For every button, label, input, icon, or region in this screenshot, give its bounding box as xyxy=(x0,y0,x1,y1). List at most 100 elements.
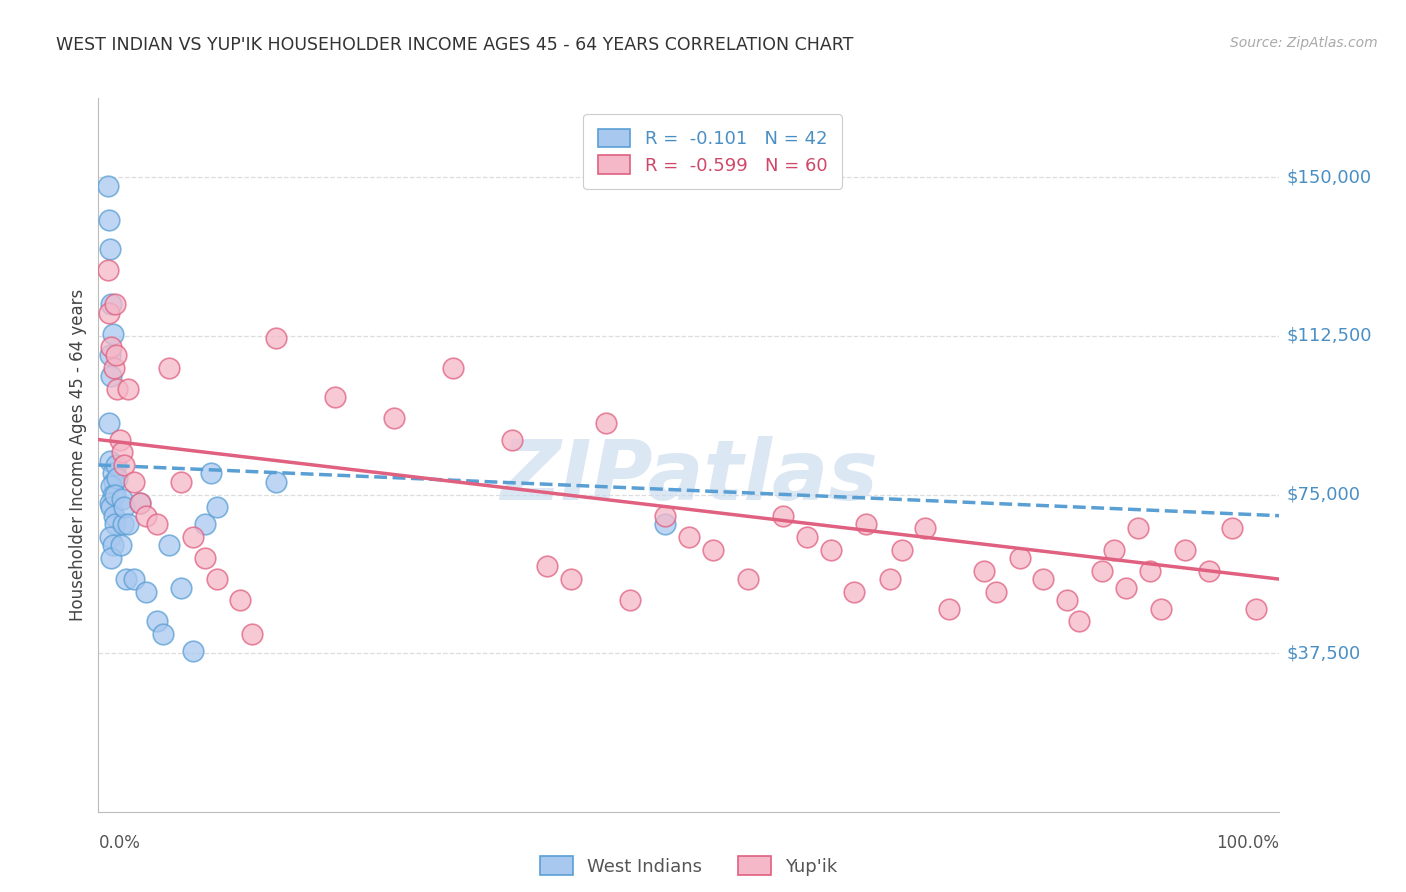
Point xyxy=(98,416,121,430)
Point xyxy=(560,572,582,586)
Point xyxy=(103,475,125,489)
Point xyxy=(100,479,122,493)
Text: $75,000: $75,000 xyxy=(1286,485,1361,504)
Point xyxy=(111,491,134,506)
Point xyxy=(105,470,128,484)
Point xyxy=(1032,572,1054,586)
Point xyxy=(101,487,124,501)
Point xyxy=(1198,564,1220,578)
Point xyxy=(1008,551,1031,566)
Text: WEST INDIAN VS YUP'IK HOUSEHOLDER INCOME AGES 45 - 64 YEARS CORRELATION CHART: WEST INDIAN VS YUP'IK HOUSEHOLDER INCOME… xyxy=(56,36,853,54)
Point xyxy=(1056,593,1078,607)
Point xyxy=(117,517,139,532)
Point xyxy=(135,584,157,599)
Point xyxy=(98,306,121,320)
Text: Source: ZipAtlas.com: Source: ZipAtlas.com xyxy=(1230,36,1378,50)
Point xyxy=(264,475,287,489)
Point xyxy=(112,458,135,472)
Point xyxy=(205,500,228,515)
Point xyxy=(98,242,121,256)
Point xyxy=(105,382,128,396)
Point xyxy=(1244,601,1267,615)
Point xyxy=(240,627,263,641)
Point xyxy=(111,445,134,459)
Point xyxy=(103,360,125,375)
Point xyxy=(101,467,124,481)
Point xyxy=(654,517,676,532)
Point xyxy=(654,508,676,523)
Point xyxy=(194,551,217,566)
Point xyxy=(1126,521,1149,535)
Point xyxy=(984,584,1007,599)
Point xyxy=(117,382,139,396)
Point xyxy=(702,542,724,557)
Point xyxy=(181,530,204,544)
Point xyxy=(737,572,759,586)
Point xyxy=(98,496,121,510)
Point xyxy=(112,517,135,532)
Point xyxy=(97,178,120,193)
Text: $37,500: $37,500 xyxy=(1286,644,1361,662)
Point xyxy=(1091,564,1114,578)
Point xyxy=(1115,581,1137,595)
Point xyxy=(122,572,145,586)
Point xyxy=(595,416,617,430)
Point xyxy=(229,593,252,607)
Point xyxy=(110,538,132,552)
Point xyxy=(1150,601,1173,615)
Point xyxy=(441,360,464,375)
Point xyxy=(98,454,121,468)
Point xyxy=(101,326,124,341)
Point xyxy=(128,496,150,510)
Point xyxy=(122,475,145,489)
Point xyxy=(170,475,193,489)
Point xyxy=(194,517,217,532)
Point xyxy=(152,627,174,641)
Point xyxy=(98,530,121,544)
Point xyxy=(98,348,121,362)
Point xyxy=(104,297,127,311)
Point xyxy=(855,517,877,532)
Point xyxy=(890,542,912,557)
Point xyxy=(157,538,180,552)
Point xyxy=(146,517,169,532)
Point xyxy=(772,508,794,523)
Text: ZIPatlas: ZIPatlas xyxy=(501,436,877,516)
Text: $112,500: $112,500 xyxy=(1286,327,1372,345)
Point xyxy=(1139,564,1161,578)
Point xyxy=(100,551,122,566)
Point xyxy=(104,517,127,532)
Point xyxy=(98,212,121,227)
Point xyxy=(820,542,842,557)
Point xyxy=(105,458,128,472)
Point xyxy=(914,521,936,535)
Point xyxy=(105,348,128,362)
Point xyxy=(382,411,405,425)
Text: 100.0%: 100.0% xyxy=(1216,834,1279,852)
Point xyxy=(200,467,222,481)
Point xyxy=(1220,521,1243,535)
Point xyxy=(205,572,228,586)
Point xyxy=(157,360,180,375)
Point xyxy=(181,644,204,658)
Point xyxy=(1174,542,1197,557)
Point xyxy=(135,508,157,523)
Point xyxy=(938,601,960,615)
Point xyxy=(146,615,169,629)
Point xyxy=(101,538,124,552)
Point xyxy=(678,530,700,544)
Point xyxy=(536,559,558,574)
Point xyxy=(97,263,120,277)
Point xyxy=(170,581,193,595)
Point xyxy=(796,530,818,544)
Legend: West Indians, Yup'ik: West Indians, Yup'ik xyxy=(531,847,846,885)
Point xyxy=(103,508,125,523)
Point xyxy=(264,331,287,345)
Point xyxy=(501,433,523,447)
Point xyxy=(128,496,150,510)
Point xyxy=(104,487,127,501)
Point xyxy=(844,584,866,599)
Point xyxy=(323,390,346,404)
Point xyxy=(114,572,136,586)
Point xyxy=(1102,542,1125,557)
